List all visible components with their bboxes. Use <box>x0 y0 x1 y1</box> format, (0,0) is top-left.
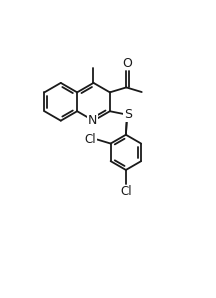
Text: Cl: Cl <box>85 133 96 146</box>
Text: Cl: Cl <box>120 185 132 198</box>
Text: S: S <box>124 108 132 121</box>
Text: N: N <box>88 114 97 127</box>
Text: O: O <box>122 57 132 70</box>
